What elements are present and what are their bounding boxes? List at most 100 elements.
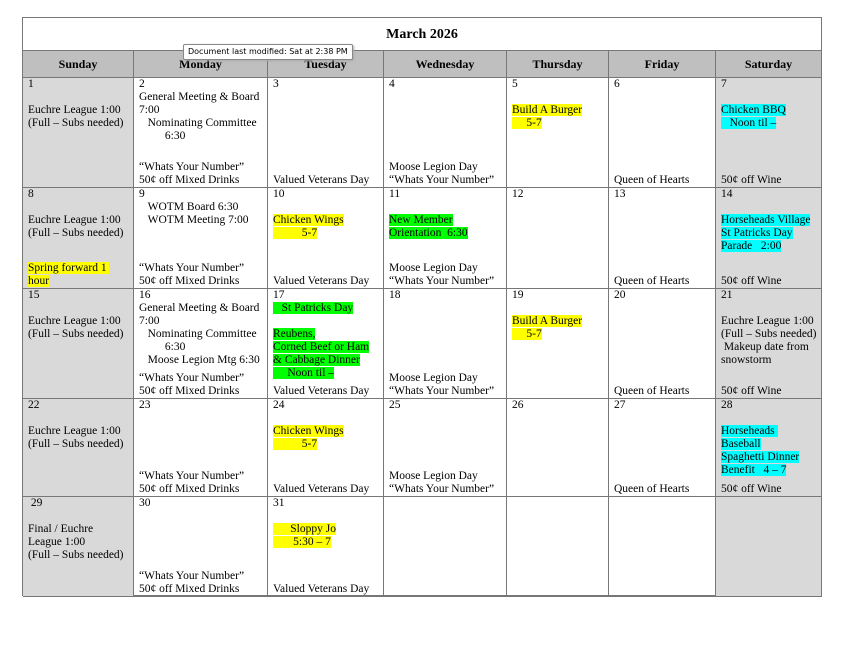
event-line: (Full – Subs needed) bbox=[28, 328, 124, 340]
top-block: General Meeting & Board 7:00 Nominating … bbox=[139, 302, 263, 367]
mid-block: Chicken Wings 5-7 bbox=[273, 425, 379, 451]
day-number: 31 bbox=[273, 497, 285, 509]
event-line: (Full – Subs needed) bbox=[28, 549, 124, 561]
highlighted-text: New Member bbox=[389, 214, 453, 226]
event-line: WOTM Meeting 7:00 bbox=[139, 214, 249, 226]
day-number: 5 bbox=[512, 78, 518, 90]
event-line: Moose Legion Day bbox=[389, 262, 478, 274]
day-number: 26 bbox=[512, 399, 524, 411]
day-number: 19 bbox=[512, 289, 524, 301]
mid-block: Build A Burger 5-7 bbox=[512, 315, 604, 341]
day-cell: 1 Euchre League 1:00 (Full – Subs needed) bbox=[23, 78, 134, 188]
day-cell: 14 Horseheads Village St Patricks Day Parad… bbox=[716, 188, 822, 289]
event-line: Valued Veterans Day bbox=[273, 583, 370, 595]
event-line: Euchre League 1:00 bbox=[28, 425, 121, 437]
bottom-block: Queen of Hearts bbox=[614, 275, 711, 288]
mid-block: Chicken Wings 5-7 bbox=[273, 214, 379, 240]
event-line: 50¢ off Mixed Drinks bbox=[139, 583, 240, 595]
top-block: St Patricks Day bbox=[273, 302, 379, 315]
day-cell: 8 Euchre League 1:00 (Full – Subs needed) S… bbox=[23, 188, 134, 289]
event-line: Queen of Hearts bbox=[614, 275, 690, 287]
event-line: (Full – Subs needed) bbox=[721, 328, 817, 340]
day-cell: 17 St Patricks Day Reubens, Corned Beef or… bbox=[268, 289, 384, 399]
day-cell: 27 Queen of Hearts bbox=[609, 399, 716, 497]
event-line: Moose Legion Day bbox=[389, 372, 478, 384]
spacer bbox=[721, 367, 817, 385]
bottom-block: Valued Veterans Day bbox=[273, 174, 379, 187]
event-line: Sloppy Jo bbox=[273, 523, 379, 536]
highlighted-text: St Patricks Day bbox=[273, 302, 354, 314]
event-line: 50¢ off Mixed Drinks bbox=[139, 483, 240, 495]
event-line: St Patricks Day bbox=[721, 227, 817, 240]
event-line: Moose Legion Mtg 6:30 bbox=[139, 354, 260, 366]
day-number: 16 bbox=[139, 289, 151, 301]
event-line: & Cabbage Dinner bbox=[273, 354, 379, 367]
event-line: Chicken Wings bbox=[273, 214, 379, 227]
bottom-block: Queen of Hearts bbox=[614, 174, 711, 187]
highlighted-text: Chicken Wings bbox=[273, 425, 344, 437]
event-line: League 1:00 bbox=[28, 536, 86, 548]
day-cell: 31 Sloppy Jo 5:30 – 7 Valued Veterans Day bbox=[268, 497, 384, 597]
event-line: Orientation 6:30 bbox=[389, 227, 502, 240]
spacer bbox=[512, 412, 604, 496]
event-line: General Meeting & Board 7:00 bbox=[139, 91, 263, 116]
highlighted-text: Spring forward 1 hour bbox=[28, 262, 110, 287]
event-line: 5-7 bbox=[273, 227, 379, 240]
event-line: Euchre League 1:00 bbox=[28, 315, 121, 327]
top-block: General Meeting & Board 7:00 Nominating … bbox=[139, 91, 263, 143]
mid-block: Sloppy Jo 5:30 – 7 bbox=[273, 523, 379, 549]
day-cell: 20 Queen of Hearts bbox=[609, 289, 716, 399]
highlighted-text: Chicken BBQ bbox=[721, 104, 786, 116]
event-line: Horseheads Baseball bbox=[721, 425, 817, 451]
highlighted-text: & Cabbage Dinner bbox=[273, 354, 360, 366]
spacer bbox=[28, 562, 129, 596]
highlighted-text: Spaghetti Dinner bbox=[721, 451, 800, 463]
day-number: 15 bbox=[28, 289, 40, 301]
spacer bbox=[139, 143, 263, 161]
event-line: 50¢ off Wine bbox=[721, 483, 782, 495]
day-number: 12 bbox=[512, 188, 524, 200]
day-number: 18 bbox=[389, 289, 401, 301]
bottom-block: Queen of Hearts bbox=[614, 483, 711, 496]
event-line: Queen of Hearts bbox=[614, 483, 690, 495]
day-number: 17 bbox=[273, 289, 285, 301]
event-line: Spring forward 1 hour bbox=[28, 262, 129, 288]
day-cell: 13 Queen of Hearts bbox=[609, 188, 716, 289]
event-line: (Full – Subs needed) bbox=[28, 438, 124, 450]
event-line: “Whats Your Number” bbox=[389, 275, 495, 287]
event-line: “Whats Your Number” bbox=[139, 161, 245, 173]
bottom-block: “Whats Your Number” 50¢ off Mixed Drinks bbox=[139, 161, 263, 187]
event-line: Noon til – bbox=[721, 117, 817, 130]
event-line: Chicken Wings bbox=[273, 425, 379, 438]
event-line: 5-7 bbox=[512, 117, 604, 130]
event-line: Benefit 4 – 7 bbox=[721, 464, 817, 477]
bottom-block: Valued Veterans Day bbox=[273, 583, 379, 596]
event-line: Euchre League 1:00 bbox=[28, 104, 121, 116]
spacer bbox=[389, 497, 502, 596]
event-line: Valued Veterans Day bbox=[273, 174, 370, 186]
day-cell: 21 Euchre League 1:00 (Full – Subs needed)… bbox=[716, 289, 822, 399]
bottom-block: 50¢ off Wine bbox=[721, 385, 817, 398]
day-cell: 3 Valued Veterans Day bbox=[268, 78, 384, 188]
mid-block: Euchre League 1:00 (Full – Subs needed) bbox=[28, 315, 129, 341]
day-number: 30 bbox=[139, 497, 151, 509]
event-line: Queen of Hearts bbox=[614, 174, 690, 186]
event-line: “Whats Your Number” bbox=[139, 262, 245, 274]
day-header: Thursday bbox=[507, 51, 609, 78]
day-number: 22 bbox=[28, 399, 40, 411]
spacer bbox=[389, 91, 502, 161]
spacer bbox=[614, 412, 711, 483]
event-line: Build A Burger bbox=[512, 104, 604, 117]
event-line: Moose Legion Day bbox=[389, 470, 478, 482]
day-header: Saturday bbox=[716, 51, 822, 78]
event-line: 5:30 – 7 bbox=[273, 536, 379, 549]
mid-block: Euchre League 1:00 (Full – Subs needed) M… bbox=[721, 315, 817, 367]
spacer bbox=[614, 201, 711, 275]
spacer bbox=[721, 497, 817, 596]
mid-block: Horseheads Baseball Spaghetti Dinner Benef… bbox=[721, 425, 817, 477]
day-cell: 15 Euchre League 1:00 (Full – Subs needed) bbox=[23, 289, 134, 399]
spacer bbox=[28, 451, 129, 496]
day-cell bbox=[384, 497, 507, 597]
day-cell: 12 bbox=[507, 188, 609, 289]
bottom-block: Valued Veterans Day bbox=[273, 385, 379, 398]
